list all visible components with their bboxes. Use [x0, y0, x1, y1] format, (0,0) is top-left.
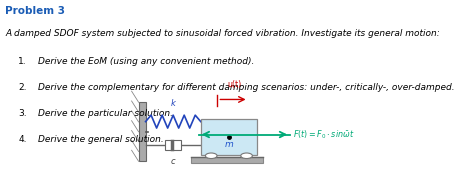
- Text: Problem 3: Problem 3: [5, 6, 65, 16]
- Text: A damped SDOF system subjected to sinusoidal forced vibration. Investigate its g: A damped SDOF system subjected to sinuso…: [5, 29, 440, 38]
- Text: Derive the particular solution.: Derive the particular solution.: [37, 109, 173, 118]
- Text: u(t): u(t): [228, 80, 242, 89]
- Bar: [165, 140, 182, 150]
- Text: Derive the complementary for different damping scenarios: under-, critically-, o: Derive the complementary for different d…: [37, 83, 454, 92]
- Text: $\mathit{F(t) = F_0 \cdot sin\bar{\omega}t}$: $\mathit{F(t) = F_0 \cdot sin\bar{\omega…: [293, 128, 355, 141]
- Text: m: m: [225, 140, 233, 149]
- Text: c: c: [171, 157, 175, 166]
- Bar: [201, 119, 257, 155]
- Text: Derive the general solution.: Derive the general solution.: [37, 134, 164, 144]
- Circle shape: [241, 153, 252, 158]
- Text: 1.: 1.: [18, 57, 27, 66]
- Bar: [191, 157, 263, 163]
- Text: 2.: 2.: [18, 83, 27, 92]
- Text: Derive the EoM (using any convenient method).: Derive the EoM (using any convenient met…: [37, 57, 254, 66]
- Text: k: k: [171, 99, 175, 108]
- Bar: [138, 102, 146, 161]
- Circle shape: [205, 153, 217, 158]
- Text: 3.: 3.: [18, 109, 27, 118]
- Text: 4.: 4.: [18, 134, 27, 144]
